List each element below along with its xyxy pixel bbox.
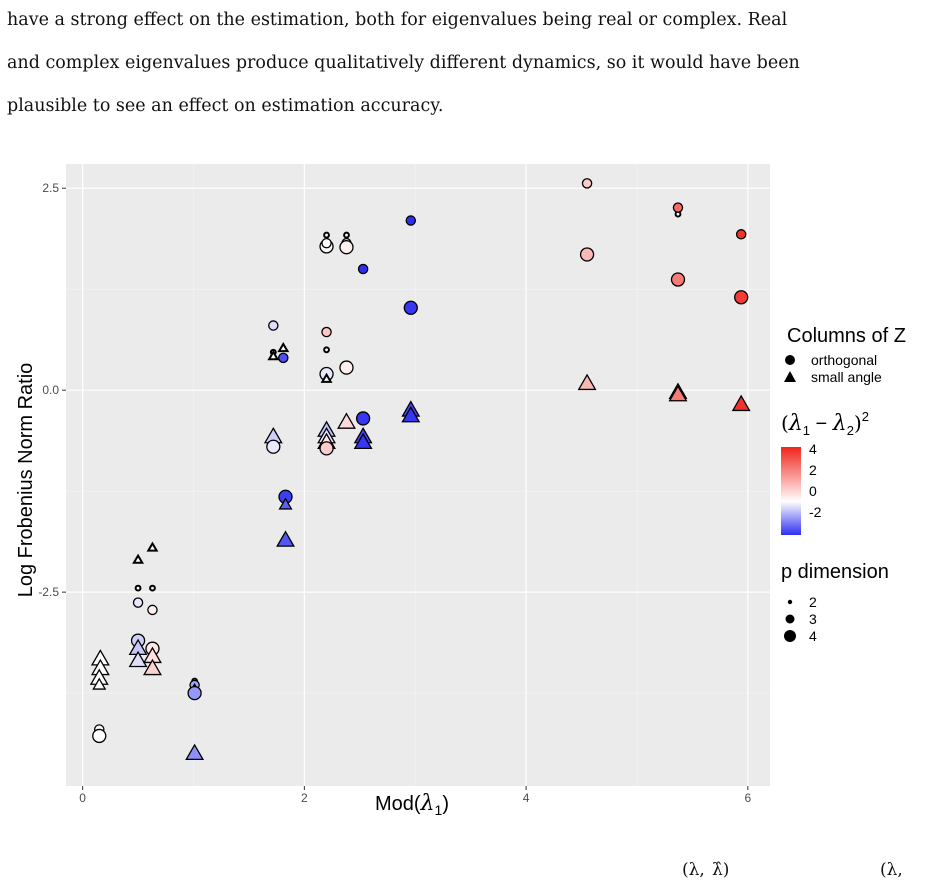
legend-size-3-label: 3 [809,611,817,627]
data-point-circle [321,326,332,338]
data-point-triangle [731,394,751,412]
y-tick-label: 2.5 [42,181,59,195]
data-point-circle [149,584,156,592]
data-point-triangle [320,372,333,383]
data-point-circle [355,411,371,426]
x-tick-label: 2 [301,791,308,805]
colorbar-tick-2: 2 [809,462,817,478]
footer-frag-2: λ̂) [712,860,730,880]
data-point-triangle [267,350,280,361]
legend-color: (λ1 − λ2)2 4 2 0 -2 [781,409,869,535]
data-point-circle [734,290,749,305]
points-layer [89,178,751,761]
data-point-circle [266,439,281,454]
legend-small-angle-key [784,371,796,382]
data-point-triangle [337,412,356,429]
data-point-circle [132,597,144,608]
legend-size-title: p dimension [781,561,889,583]
data-point-circle [147,604,158,616]
legend-color-title: (λ1 − λ2)2 [781,409,869,438]
tick-layer: 0 2 4 6 2.5 0.0 -2.5 [38,181,751,805]
data-point-circle [339,360,354,375]
data-point-triangle [276,530,295,547]
legend-small-angle-label: small angle [811,369,882,385]
legend-shape-title: Columns of Z [787,325,906,347]
data-point-circle [92,728,107,744]
legend-size-4-label: 4 [809,628,817,644]
data-point-triangle [277,342,290,353]
footer-frag-3: (λ, [880,860,903,880]
data-point-circle [268,320,279,331]
legend-size-4-key [784,630,796,642]
x-tick-label: 0 [79,791,86,805]
data-point-triangle [577,373,597,391]
data-point-circle [405,215,417,226]
data-point-triangle [353,432,373,450]
data-point-circle [403,300,418,315]
data-point-triangle [143,658,162,676]
data-point-triangle [401,405,421,423]
data-point-triangle [668,384,688,402]
legend-shape: Columns of Z orthogonal small angle [784,325,906,385]
data-point-circle [357,263,369,275]
x-tick-label: 4 [523,791,530,805]
y-axis-title: Log Frobenius Norm Ratio [15,363,37,598]
legend-size-2-label: 2 [809,594,817,610]
data-point-circle [343,231,350,239]
legend-orthogonal-key [785,355,795,365]
colorbar-tick-0: 0 [809,483,817,499]
x-tick-label: 6 [744,791,751,805]
x-axis-title: Mod(λ1) [375,791,449,818]
paper-line-2: and complex eigenvalues produce qualitat… [7,53,800,73]
data-point-circle [579,247,595,262]
data-point-circle [323,231,330,239]
scatter-chart: 0 2 4 6 2.5 0.0 -2.5 Mod(λ1) Log Frobenius Nor… [15,164,906,818]
data-point-circle [321,237,332,249]
data-point-circle [672,202,684,213]
data-point-circle [581,178,593,189]
data-point-triangle [185,743,205,761]
paper-line-1: have a strong effect on the estimation, … [7,10,788,30]
data-point-circle [319,441,334,456]
data-point-triangle [128,650,148,668]
data-point-circle [278,352,289,364]
data-point-triangle [146,541,159,552]
legend-size-2-key [787,599,793,605]
colorbar [781,447,801,535]
data-point-circle [187,685,202,701]
data-point-circle [735,229,747,240]
data-point-triangle [132,553,145,564]
data-point-circle [323,346,330,354]
paper-line-3: plausible to see an effect on estimation… [7,96,444,116]
data-point-triangle [92,677,107,690]
footer-frag-1: (λ, [682,860,705,880]
grid-layer [66,164,770,786]
data-point-circle [339,240,354,255]
y-tick-label: -2.5 [38,585,59,599]
plot-panel [66,164,770,786]
legend-size-3-key [785,614,795,624]
colorbar-tick-neg2: -2 [809,504,822,520]
colorbar-tick-4: 4 [809,441,817,457]
legend-size: p dimension 2 3 4 [781,561,889,644]
y-tick-label: 0.0 [42,383,59,397]
legend-orthogonal-label: orthogonal [811,352,877,368]
data-point-triangle [278,497,293,510]
data-point-circle [670,272,686,287]
data-point-circle [134,584,142,592]
